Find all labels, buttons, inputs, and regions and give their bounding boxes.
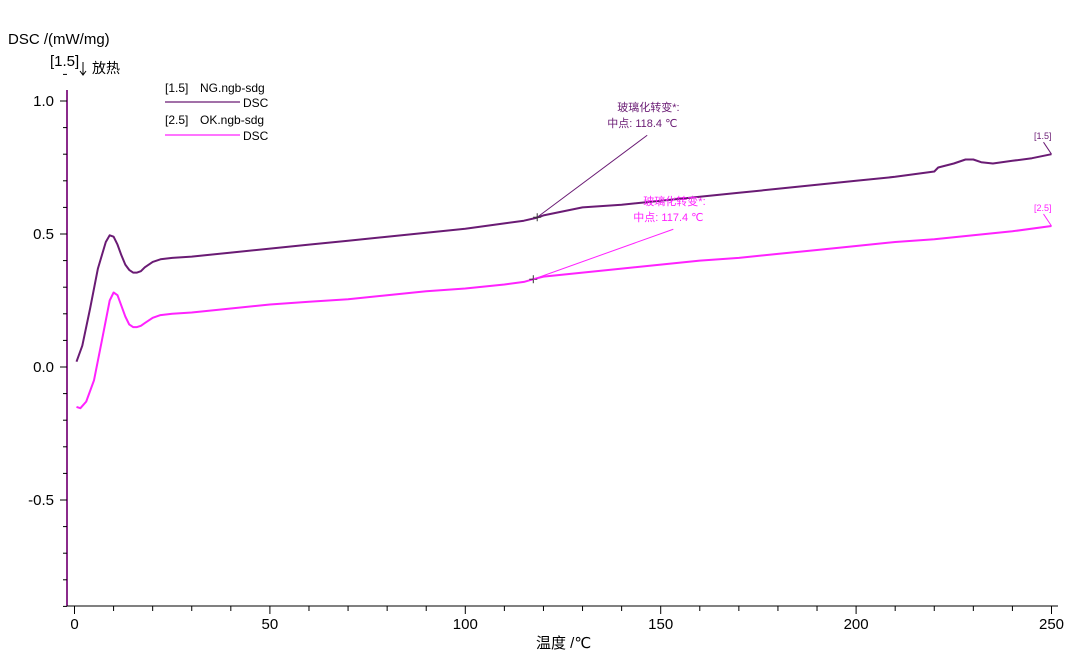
series-end-leader [1043,213,1052,227]
annotation-leader [533,228,674,280]
annotation-value: 中点: 117.4 ℃ [633,211,703,224]
legend: [1.5] NG.ngb-sdg DSC [2.5] OK.ngb-sdg DS… [165,81,269,143]
exo-arrow-icon [79,62,87,76]
y-tick-label: 0.0 [33,359,54,376]
series-end-tag: [2.5] [1034,203,1052,213]
series-group: [1.5] [2.5] [75,131,1052,410]
exo-label: 放热 [92,60,120,76]
y-tick-label: 1.0 [33,93,54,110]
x-tick-label: 250 [1039,616,1064,633]
annotation-value: 中点: 118.4 ℃ [607,117,677,130]
annotations: 玻璃化转变*: 中点: 118.4 ℃ 玻璃化转变*: 中点: 117.4 ℃ [529,100,706,284]
legend-file: NG.ngb-sdg [200,81,265,95]
series-end-leader [1043,141,1052,155]
legend-file: OK.ngb-sdg [200,113,264,127]
series-line [75,153,1052,363]
x-tick-label: 100 [453,616,478,633]
y-tick-label: 0.5 [33,226,54,243]
legend-signal: DSC [243,129,269,143]
legend-tag: [2.5] [165,113,188,127]
legend-entry: [1.5] NG.ngb-sdg DSC [165,81,269,110]
y-ticks: 1.0 0.5 0.0 -0.5 [28,73,67,607]
y-tick-label: -0.5 [28,492,54,509]
x-tick-label: 50 [262,616,279,633]
annotation-title: 玻璃化转变*: [643,194,705,208]
x-tick-label: 0 [70,616,78,633]
legend-tag: [1.5] [165,81,188,95]
series-end-tag: [1.5] [1034,131,1052,141]
x-ticks: 0 50 100 150 200 250 [70,606,1064,633]
annotation-leader [536,134,648,218]
legend-signal: DSC [243,96,269,110]
x-tick-label: 200 [844,616,869,633]
annotation-title: 玻璃化转变*: [617,100,679,114]
y-axis-title: DSC /(mW/mg) [8,31,110,48]
x-axis-title: 温度 /℃ [536,635,591,652]
legend-entry: [2.5] OK.ngb-sdg DSC [165,113,269,143]
series-line [76,225,1052,410]
x-tick-label: 150 [648,616,673,633]
y-top-tag: [1.5] [50,53,79,70]
